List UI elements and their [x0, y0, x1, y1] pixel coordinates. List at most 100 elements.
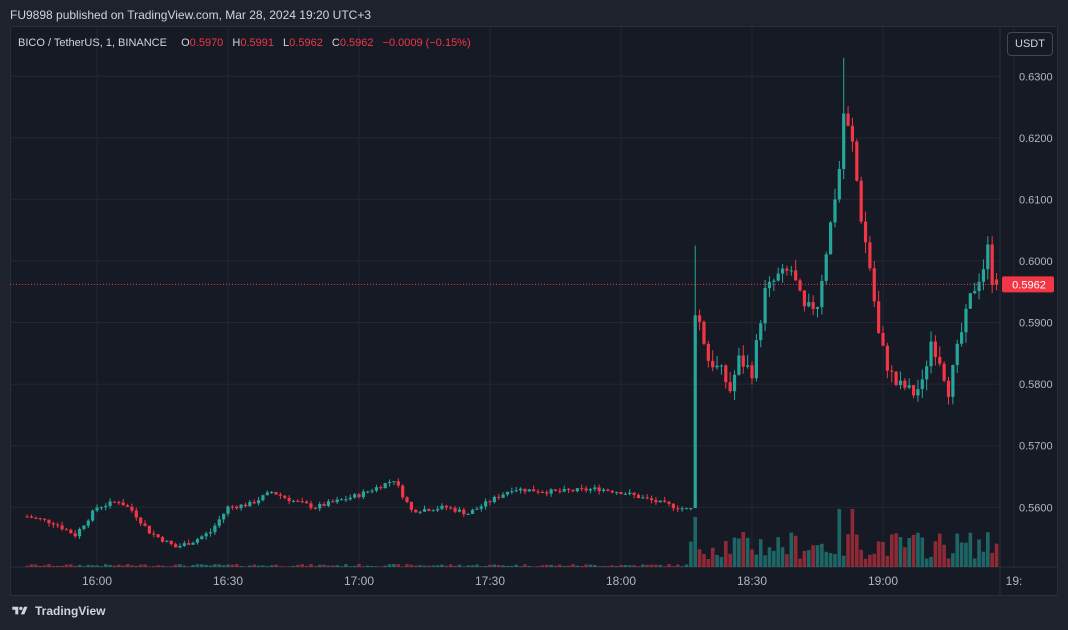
volume-bar: [422, 565, 427, 567]
candle-body: [540, 491, 544, 493]
candle-body: [684, 508, 689, 510]
volume-bar: [409, 564, 414, 567]
volume-bar: [322, 564, 326, 567]
volume-bar: [758, 539, 763, 567]
volume-bar: [806, 550, 811, 567]
volume-bar: [920, 537, 925, 567]
candle-body: [798, 280, 802, 291]
candle-body: [243, 504, 248, 507]
volume-bar: [584, 564, 588, 567]
candle-body: [213, 525, 217, 533]
candle-body: [632, 492, 636, 495]
volume-bar: [780, 547, 785, 567]
candle-body: [182, 543, 186, 546]
candle-body: [615, 492, 619, 494]
volume-bar: [627, 565, 632, 567]
volume-bar: [776, 537, 780, 567]
volume-bar: [549, 564, 553, 567]
candle-body: [658, 500, 662, 503]
candle-body: [436, 508, 440, 511]
volume-bar: [850, 509, 855, 567]
candle-body: [588, 489, 593, 491]
volume-bar: [942, 544, 946, 567]
volume-bar: [833, 554, 837, 567]
candle-body: [475, 508, 479, 510]
volume-bar: [274, 564, 278, 567]
candle-body: [488, 501, 492, 503]
candle-body: [527, 489, 531, 492]
volume-bar: [261, 565, 265, 567]
volume-bar: [632, 565, 636, 567]
candle-body: [601, 489, 606, 492]
candle-body: [990, 244, 994, 285]
candle-body: [898, 380, 903, 386]
candle-body: [610, 490, 614, 493]
volume-bar: [785, 554, 789, 567]
volume-bar: [680, 566, 684, 567]
candle-body: [309, 503, 313, 508]
tradingview-footer[interactable]: TradingView: [10, 604, 105, 618]
volume-bar: [413, 565, 418, 567]
volume-bar: [710, 547, 715, 567]
volume-bar: [138, 564, 143, 567]
volume-bar: [383, 565, 387, 567]
volume-bar: [553, 565, 558, 567]
volume-bar: [296, 564, 300, 567]
candle-body: [741, 355, 745, 367]
volume-bar: [475, 564, 479, 567]
volume-bar: [86, 564, 91, 567]
volume-bar: [981, 551, 986, 567]
candle-body: [960, 332, 964, 344]
last-price-badge: [1002, 276, 1054, 293]
candle-body: [916, 389, 920, 396]
volume-bar: [226, 564, 230, 567]
candle-body: [811, 302, 815, 309]
volume-bar: [575, 565, 580, 567]
volume-bar: [82, 566, 86, 567]
time-axis: 16:00 16:30 17:00 17:30 18:00 18:30 19:00 19:: [82, 574, 1022, 588]
volume-bar: [365, 565, 370, 567]
volume-bar: [348, 566, 353, 567]
volume-bar: [248, 565, 252, 567]
volume-bar: [361, 566, 366, 567]
candle-body: [981, 269, 986, 282]
candle-body: [401, 485, 405, 498]
candle-body: [457, 509, 462, 512]
volume-bar: [252, 564, 256, 567]
candle-body: [505, 491, 510, 495]
candle-body: [645, 497, 649, 499]
volume-bar: [793, 535, 798, 567]
volume-bar: [872, 553, 877, 567]
volume-bar: [697, 549, 702, 567]
volume-bar: [724, 541, 728, 567]
candle-body: [663, 500, 667, 502]
candle-body: [187, 543, 191, 545]
candle-body: [846, 113, 850, 126]
volume-bar: [658, 564, 663, 567]
volume-bar: [186, 566, 191, 567]
volume-bar: [357, 564, 361, 567]
candle-body: [409, 502, 413, 510]
candle-body: [313, 507, 317, 509]
candle-body: [239, 504, 243, 509]
price-axis: 0.5600 0.5700 0.5800 0.5900 0.6000 0.6100 0.62…: [1019, 71, 1053, 514]
volume-bar: [51, 566, 56, 567]
candle-body: [654, 500, 658, 503]
candle-body: [348, 497, 352, 500]
candle-body: [877, 301, 881, 333]
candle-body: [449, 507, 453, 509]
volume-bar: [536, 566, 540, 567]
volume-bar: [846, 534, 850, 567]
volume-bar: [562, 566, 567, 567]
volume-bar: [492, 564, 497, 567]
currency-button[interactable]: USDT: [1007, 32, 1053, 56]
close-label: C: [331, 37, 340, 49]
volume-bar: [77, 564, 82, 567]
candle-body: [780, 268, 785, 274]
volume-bar: [510, 565, 514, 567]
volume-bar: [540, 565, 545, 567]
volume-bar: [392, 564, 396, 567]
candle-body: [152, 533, 156, 535]
candle-body: [405, 497, 409, 503]
